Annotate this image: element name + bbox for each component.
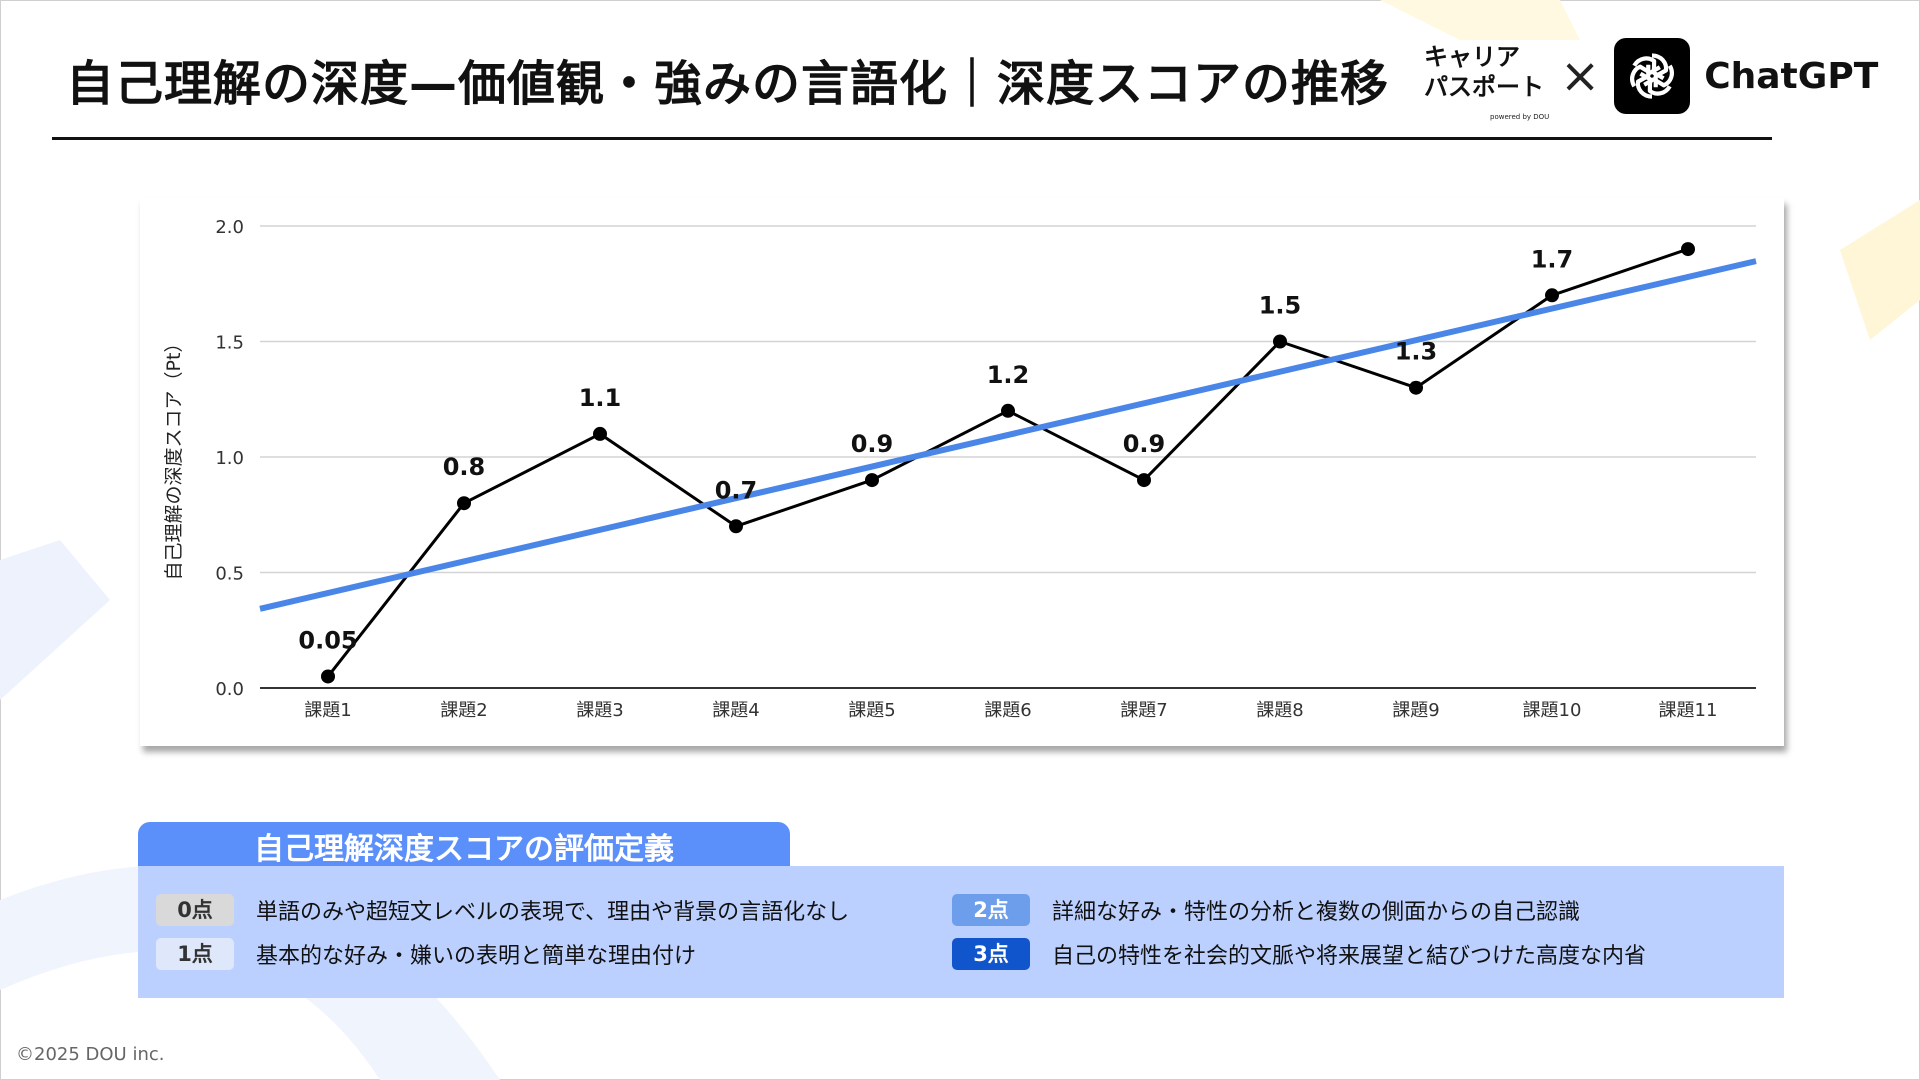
x-tick-label: 課題2 (440, 700, 487, 721)
data-label: 0.9 (851, 430, 894, 458)
data-label: 1.1 (579, 384, 622, 412)
data-label: 1.5 (1259, 292, 1302, 320)
y-axis-label: 自己理解の深度スコア（Pt） (163, 334, 185, 581)
page-title: 自己理解の深度—価値観・強みの言語化｜深度スコアの推移 (66, 56, 1390, 112)
x-tick-label: 課題6 (984, 700, 1031, 721)
score-badge-3: 3点 (952, 938, 1030, 970)
data-label: 0.9 (1123, 430, 1166, 458)
x-tick-label: 課題7 (1120, 700, 1167, 721)
openai-logo-icon (1614, 38, 1691, 114)
brand-logos: キャリア パスポート powered by DOU × ChatGPT (1420, 36, 1879, 121)
legend-item-0: 0点 単語のみや超短文レベルの表現で、理由や背景の言語化なし (156, 892, 849, 928)
data-label: 0.8 (443, 453, 486, 481)
data-point (1001, 403, 1015, 418)
score-badge-2: 2点 (952, 894, 1030, 926)
x-tick-label: 課題4 (712, 700, 759, 721)
y-tick-label: 0.0 (215, 679, 244, 700)
trendline (259, 258, 1757, 612)
series-line (326, 247, 1689, 678)
career-passport-line2: パスポート (1424, 73, 1544, 101)
data-point (1137, 473, 1151, 488)
career-passport-line1: キャリア (1424, 43, 1520, 71)
x-tick-label: 課題3 (576, 700, 623, 721)
x-tick-label: 課題1 (304, 700, 351, 721)
y-tick-label: 0.5 (215, 564, 244, 585)
x-tick-label: 課題10 (1523, 700, 1582, 721)
score-definition-1: 基本的な好み・嫌いの表明と簡単な理由付け (256, 944, 697, 969)
data-point (1273, 334, 1287, 349)
x-tick-label: 課題11 (1659, 700, 1718, 721)
line-chart: 0.0 0.5 1.0 1.5 2.0 課題1 課題2 課題3 課題4 課題5 課題6 課題7 課題8 課… (163, 217, 1757, 721)
x-tick-label: 課題9 (1392, 700, 1439, 721)
career-passport-logo: キャリア パスポート powered by DOU (1420, 38, 1552, 121)
title-divider (52, 137, 1772, 140)
data-label: 1.3 (1395, 338, 1438, 366)
chart-card: 0.0 0.5 1.0 1.5 2.0 課題1 課題2 課題3 課題4 課題5 課題6 課題7 課題8 課… (140, 198, 1784, 746)
x-tick-label: 課題5 (848, 700, 895, 721)
data-point (457, 496, 471, 511)
chatgpt-wordmark: ChatGPT (1704, 55, 1879, 97)
score-definition-2: 詳細な好み・特性の分析と複数の側面からの自己認識 (1052, 900, 1581, 925)
score-badge-0: 0点 (156, 894, 234, 926)
y-tick-label: 1.0 (215, 448, 244, 469)
data-point (321, 669, 335, 684)
score-definition-box: 0点 単語のみや超短文レベルの表現で、理由や背景の言語化なし 1点 基本的な好み… (138, 866, 1784, 998)
legend-item-1: 1点 基本的な好み・嫌いの表明と簡単な理由付け (156, 936, 696, 972)
data-label: 1.7 (1531, 245, 1574, 273)
data-point (729, 519, 743, 534)
data-label: 1.2 (987, 361, 1030, 389)
score-definition-0: 単語のみや超短文レベルの表現で、理由や背景の言語化なし (256, 900, 850, 925)
score-definition-3: 自己の特性を社会的文脈や将来展望と結びつけた高度な内省 (1052, 944, 1647, 969)
data-point (1545, 288, 1559, 303)
data-label: 0.7 (715, 476, 758, 504)
data-point (1409, 380, 1423, 395)
y-tick-label: 2.0 (215, 217, 244, 238)
legend-item-2: 2点 詳細な好み・特性の分析と複数の側面からの自己認識 (952, 892, 1580, 928)
data-label: 0.05 (298, 626, 357, 654)
times-icon: × (1560, 48, 1601, 104)
x-tick-label: 課題8 (1256, 700, 1303, 721)
score-badge-1: 1点 (156, 938, 234, 970)
data-point (1681, 242, 1695, 257)
data-point (593, 426, 607, 441)
copyright-text: ©2025 DOU inc. (16, 1044, 165, 1065)
data-point (865, 473, 879, 488)
y-tick-label: 1.5 (215, 333, 244, 354)
powered-by-text: powered by DOU (1490, 113, 1550, 121)
legend-item-3: 3点 自己の特性を社会的文脈や将来展望と結びつけた高度な内省 (952, 936, 1646, 972)
